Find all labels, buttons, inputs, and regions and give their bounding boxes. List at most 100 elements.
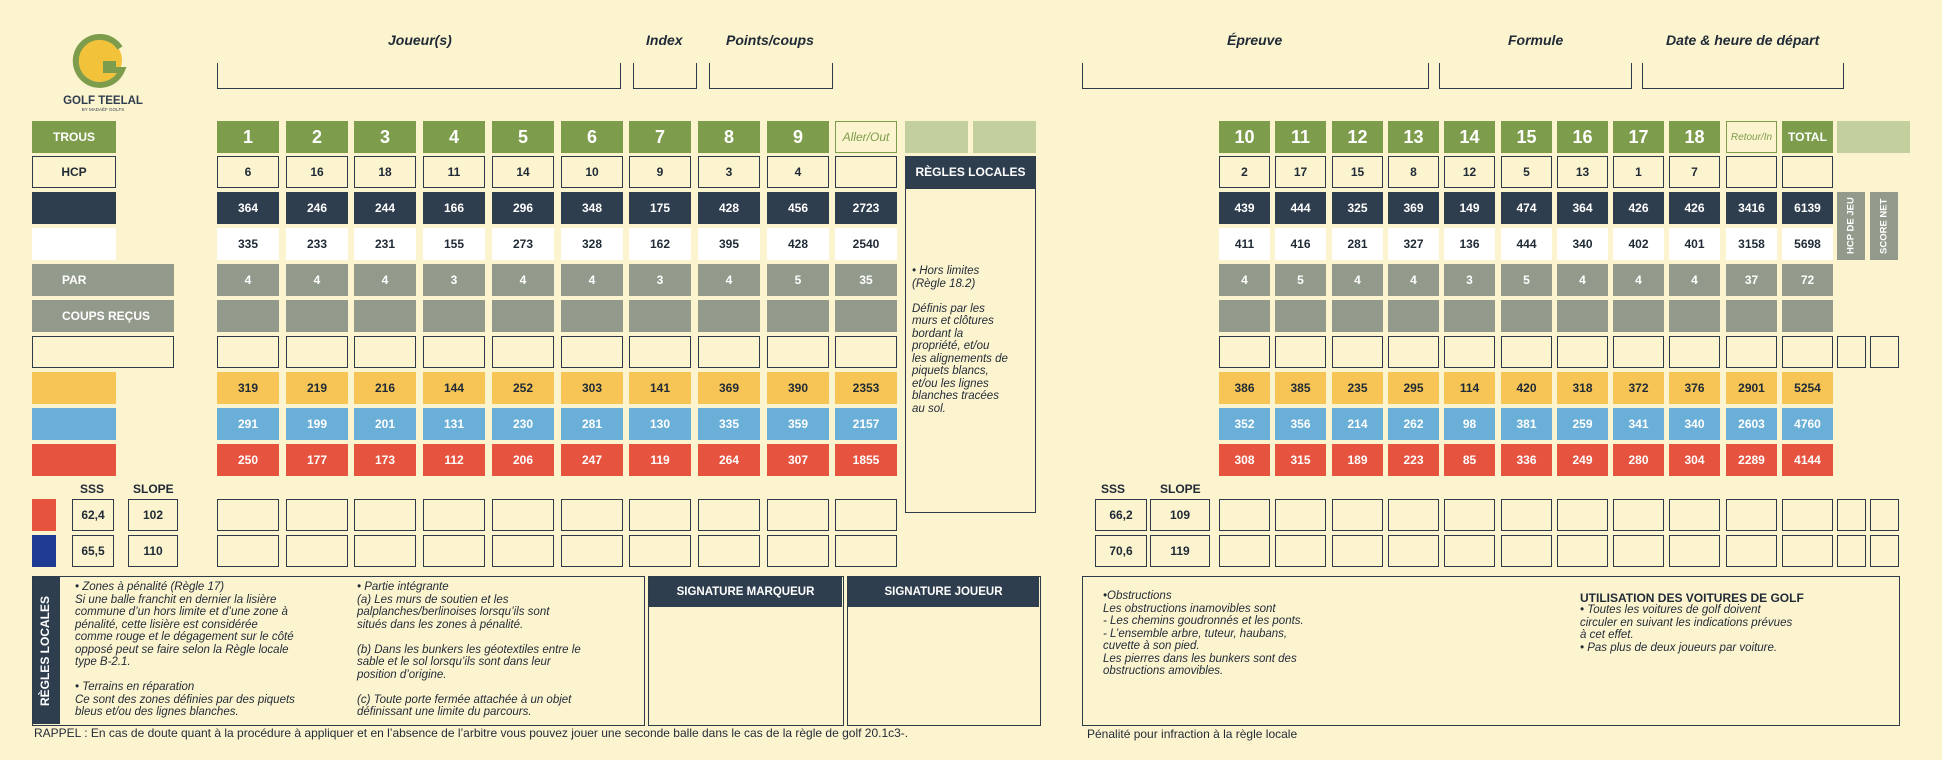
coups-recus-cell[interactable] <box>698 300 760 332</box>
coups-recus-cell[interactable] <box>1669 300 1720 332</box>
score-cell[interactable] <box>1613 499 1664 531</box>
score-cell[interactable] <box>1388 535 1439 567</box>
coups-recus-cell[interactable] <box>354 300 416 332</box>
score-cell[interactable] <box>561 336 623 368</box>
date-field[interactable] <box>1642 63 1844 89</box>
score-cell[interactable] <box>835 535 897 567</box>
score-cell[interactable] <box>1219 499 1270 531</box>
coups-recus-cell[interactable] <box>423 300 485 332</box>
score-cell[interactable] <box>1782 535 1833 567</box>
coups-recus-cell[interactable] <box>561 300 623 332</box>
score-net-cell[interactable] <box>1870 336 1899 368</box>
event-field[interactable] <box>1082 63 1429 89</box>
score-cell[interactable] <box>1557 535 1608 567</box>
signature-player-box[interactable]: SIGNATURE JOUEUR <box>847 576 1041 726</box>
score-cell[interactable] <box>354 499 416 531</box>
score-cell[interactable] <box>835 336 897 368</box>
score-cell[interactable] <box>1388 336 1439 368</box>
coups-recus-cell[interactable] <box>1613 300 1664 332</box>
score-cell[interactable] <box>1726 499 1777 531</box>
coups-recus-cell[interactable] <box>492 300 554 332</box>
score-cell[interactable] <box>217 499 279 531</box>
score-cell[interactable] <box>1669 499 1720 531</box>
hcp-de-jeu-cell-3[interactable] <box>1837 535 1866 567</box>
score-cell[interactable] <box>767 535 829 567</box>
points-field[interactable] <box>709 63 833 89</box>
signature-marker-box[interactable]: SIGNATURE MARQUEUR <box>648 576 844 726</box>
score-cell[interactable] <box>698 499 760 531</box>
score-cell[interactable] <box>1501 535 1552 567</box>
score-cell[interactable] <box>629 535 691 567</box>
coups-recus-cell[interactable] <box>1219 300 1270 332</box>
score-cell[interactable] <box>1613 336 1664 368</box>
score-cell[interactable] <box>1557 499 1608 531</box>
score-cell[interactable] <box>1444 336 1495 368</box>
score-cell[interactable] <box>286 535 348 567</box>
score-cell[interactable] <box>492 535 554 567</box>
score-cell[interactable] <box>1613 535 1664 567</box>
player-field[interactable] <box>217 63 621 89</box>
score-cell[interactable] <box>1501 336 1552 368</box>
score-cell[interactable] <box>354 336 416 368</box>
score-cell[interactable] <box>217 336 279 368</box>
index-field[interactable] <box>633 63 697 89</box>
score-cell[interactable] <box>1501 499 1552 531</box>
score-cell[interactable] <box>1332 336 1383 368</box>
score-cell[interactable] <box>629 336 691 368</box>
score-cell[interactable] <box>1219 535 1270 567</box>
hcp-de-jeu-cell[interactable] <box>1837 336 1866 368</box>
score-cell[interactable] <box>217 535 279 567</box>
hole-number: 3 <box>354 121 416 153</box>
coups-recus-cell[interactable] <box>1332 300 1383 332</box>
score-cell[interactable] <box>1275 336 1326 368</box>
score-cell[interactable] <box>1219 336 1270 368</box>
score-cell[interactable] <box>1444 535 1495 567</box>
hcp-de-jeu-cell-2[interactable] <box>1837 499 1866 531</box>
score-cell[interactable] <box>561 499 623 531</box>
score-cell[interactable] <box>767 336 829 368</box>
coups-recus-cell[interactable] <box>1557 300 1608 332</box>
score-cell[interactable] <box>492 336 554 368</box>
coups-recus-cell[interactable] <box>767 300 829 332</box>
coups-recus-cell[interactable] <box>217 300 279 332</box>
score-cell[interactable] <box>423 535 485 567</box>
score-cell[interactable] <box>1669 535 1720 567</box>
score-cell[interactable] <box>1669 336 1720 368</box>
score-cell[interactable] <box>423 336 485 368</box>
coups-recus-cell[interactable] <box>629 300 691 332</box>
coups-recus-cell[interactable] <box>1726 300 1777 332</box>
score-net-cell-2[interactable] <box>1870 499 1899 531</box>
coups-recus-cell[interactable] <box>1782 300 1833 332</box>
coups-recus-cell[interactable] <box>286 300 348 332</box>
score-cell[interactable] <box>1444 499 1495 531</box>
coups-recus-cell[interactable] <box>1444 300 1495 332</box>
score-cell[interactable] <box>286 499 348 531</box>
player-row-label[interactable] <box>32 336 174 368</box>
score-cell[interactable] <box>1275 499 1326 531</box>
score-cell[interactable] <box>354 535 416 567</box>
score-cell[interactable] <box>1726 535 1777 567</box>
score-cell[interactable] <box>629 499 691 531</box>
score-cell[interactable] <box>1275 535 1326 567</box>
score-cell[interactable] <box>1332 499 1383 531</box>
score-cell[interactable] <box>1726 336 1777 368</box>
score-cell[interactable] <box>1782 499 1833 531</box>
score-cell[interactable] <box>1332 535 1383 567</box>
score-cell[interactable] <box>698 535 760 567</box>
score-net-cell-3[interactable] <box>1870 535 1899 567</box>
score-cell[interactable] <box>767 499 829 531</box>
score-cell[interactable] <box>286 336 348 368</box>
score-cell[interactable] <box>423 499 485 531</box>
score-cell[interactable] <box>1782 336 1833 368</box>
score-cell[interactable] <box>835 499 897 531</box>
score-cell[interactable] <box>492 499 554 531</box>
coups-recus-cell[interactable] <box>1388 300 1439 332</box>
coups-recus-cell[interactable] <box>1275 300 1326 332</box>
formula-field[interactable] <box>1439 63 1632 89</box>
coups-recus-cell[interactable] <box>835 300 897 332</box>
score-cell[interactable] <box>1388 499 1439 531</box>
score-cell[interactable] <box>698 336 760 368</box>
coups-recus-cell[interactable] <box>1501 300 1552 332</box>
score-cell[interactable] <box>1557 336 1608 368</box>
score-cell[interactable] <box>561 535 623 567</box>
